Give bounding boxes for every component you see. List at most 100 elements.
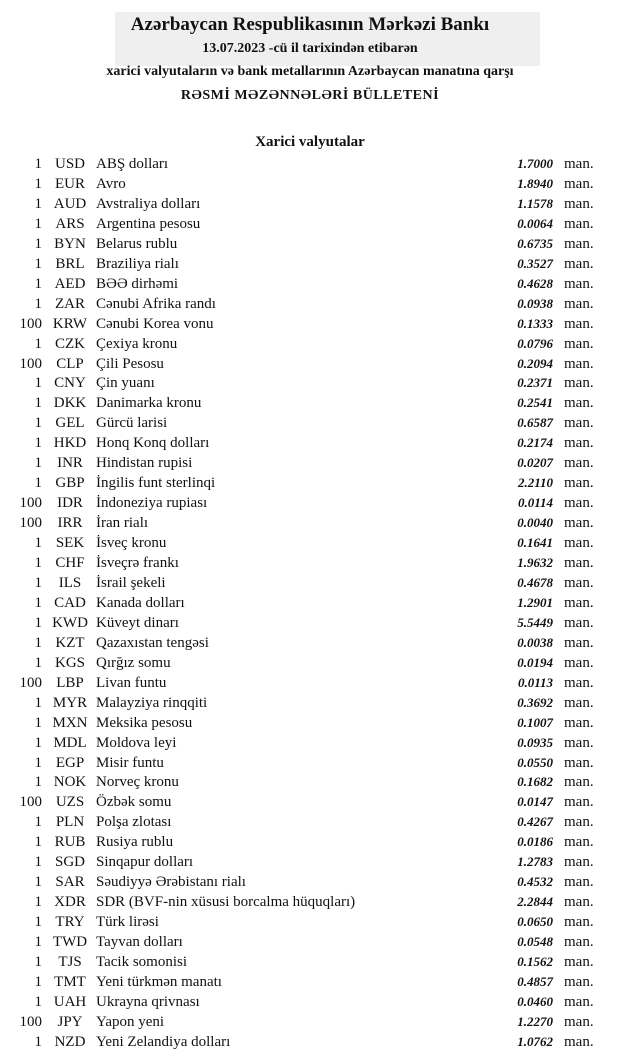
unit: man.	[564, 934, 594, 951]
rate-row: 1 TMT Yeni türkmən manatı 0.4857 man.	[0, 972, 620, 992]
unit: man.	[564, 315, 594, 332]
rate: 0.0114	[517, 495, 553, 511]
unit: man.	[564, 794, 594, 811]
currency-name: Moldova leyi	[96, 734, 177, 751]
amount: 1	[34, 954, 43, 970]
rate: 0.1641	[517, 535, 553, 551]
rate: 5.5449	[517, 614, 553, 630]
currency-name: ABŞ dolları	[96, 156, 169, 172]
rate-row: 1 SGD Sinqapur dolları 1.2783 man.	[0, 852, 620, 872]
currency-code: LBP	[56, 674, 84, 691]
rate-row: 1 GBP İngilis funt sterlinqi 2.2110 man.	[0, 473, 620, 493]
currency-code: KWD	[52, 614, 88, 631]
currency-code: KGS	[54, 654, 85, 671]
currency-code: UAH	[53, 993, 87, 1010]
amount: 1	[34, 734, 43, 751]
rate-row: 1 TJS Tacik somonisi 0.1562 man.	[0, 952, 620, 972]
amount: 1	[34, 654, 43, 671]
currency-code: CNY	[54, 375, 86, 392]
currency-code: MDL	[53, 734, 87, 751]
rate-row: 1 MYR Malayziya rinqqiti 0.3692 man.	[0, 693, 620, 713]
rate-row: 1 ZAR Cənubi Afrika randı 0.0938 man.	[0, 294, 620, 314]
rate-row: 100 IDR İndoneziya rupiası 0.0114 man.	[0, 493, 620, 513]
rate: 1.9632	[517, 555, 553, 570]
amount: 1	[34, 594, 43, 611]
rate: 0.3692	[517, 694, 553, 710]
currency-name: BƏƏ dirhəmi	[96, 275, 179, 292]
currency-code: RUB	[54, 834, 86, 851]
rate-row: 1 TWD Tayvan dolları 0.0548 man.	[0, 932, 620, 952]
rate-row: 1 AED BƏƏ dirhəmi 0.4628 man.	[0, 274, 620, 294]
currency-name: Yeni türkmən manatı	[96, 973, 222, 990]
unit: man.	[564, 435, 594, 452]
title: Azərbaycan Respublikasının Mərkəzi Bankı	[130, 14, 490, 35]
currency-code: CHF	[55, 555, 85, 571]
rate-row: 1 AUD Avstraliya dolları 1.1578 man.	[0, 194, 620, 214]
rate-row: 1 INR Hindistan rupisi 0.0207 man.	[0, 453, 620, 473]
currency-name: İngilis funt sterlinqi	[96, 475, 216, 492]
rate: 0.6735	[517, 235, 553, 251]
rate: 0.0147	[517, 794, 553, 810]
rate: 0.4678	[517, 574, 553, 590]
currency-code: JPY	[57, 1013, 83, 1030]
currency-code: TMT	[54, 973, 86, 990]
unit: man.	[564, 495, 594, 512]
currency-code: AED	[54, 275, 86, 292]
rate-row: 1 CZK Çexiya kronu 0.0796 man.	[0, 334, 620, 354]
rate: 0.0064	[517, 215, 553, 231]
currency-name: Hindistan rupisi	[96, 455, 193, 472]
amount: 100	[19, 355, 43, 372]
unit: man.	[564, 375, 594, 392]
rate: 0.2094	[517, 355, 553, 371]
currency-name: İndoneziya rupiası	[96, 495, 208, 512]
rate: 0.0938	[517, 295, 553, 311]
rate: 1.8940	[517, 175, 553, 191]
unit: man.	[564, 574, 594, 591]
currency-name: İsveç kronu	[96, 535, 167, 552]
currency-code: HKD	[53, 435, 87, 452]
rate: 0.0113	[517, 674, 553, 690]
currency-code: ILS	[58, 574, 82, 591]
currency-code: EGP	[55, 754, 85, 771]
currency-name: Polşa zlotası	[96, 814, 172, 831]
unit: man.	[564, 634, 594, 651]
unit: man.	[564, 694, 594, 711]
currency-code: MXN	[52, 714, 88, 731]
currency-code: EUR	[55, 175, 85, 192]
unit: man.	[564, 275, 594, 292]
currency-name: Türk lirəsi	[96, 914, 159, 931]
rate: 2.2110	[517, 475, 553, 491]
amount: 1	[34, 973, 43, 990]
currency-code: NZD	[54, 1033, 86, 1050]
rate-row: 1 SAR Səudiyyə Ərəbistanı rialı 0.4532 man.	[0, 872, 620, 892]
currency-name: Çili Pesosu	[96, 355, 164, 372]
rate-row: 1 DKK Danimarka kronu 0.2541 man.	[0, 393, 620, 413]
amount: 1	[34, 814, 43, 831]
currency-name: Çexiya kronu	[96, 335, 178, 352]
date: 13.07.2023 -cü il tarixindən etibarən	[202, 41, 418, 56]
currency-name: Avstraliya dolları	[96, 195, 201, 212]
rate-row: 100 KRW Cənubi Korea vonu 0.1333 man.	[0, 314, 620, 334]
currency-code: DKK	[53, 395, 87, 412]
rate: 0.0550	[517, 754, 553, 770]
unit: man.	[564, 235, 594, 252]
amount: 1	[34, 255, 43, 272]
unit: man.	[564, 1033, 594, 1050]
rate-row: 1 NOK Norveç kronu 0.1682 man.	[0, 772, 620, 792]
currency-name: Səudiyyə Ərəbistanı rialı	[96, 874, 246, 891]
currency-name: Gürcü larisi	[96, 415, 168, 432]
currency-name: Kanada dolları	[96, 594, 185, 611]
currency-code: SGD	[54, 854, 85, 871]
rate: 0.0796	[517, 335, 553, 351]
amount: 1	[34, 574, 43, 591]
currency-code: ARS	[55, 215, 85, 232]
currency-name: Tayvan dolları	[96, 934, 183, 951]
rate: 0.0548	[517, 934, 553, 950]
amount: 100	[19, 1013, 43, 1030]
unit: man.	[564, 295, 594, 312]
amount: 1	[34, 395, 43, 412]
unit: man.	[564, 714, 594, 731]
amount: 1	[34, 874, 43, 891]
rate: 0.0650	[517, 914, 553, 930]
unit: man.	[564, 774, 594, 791]
